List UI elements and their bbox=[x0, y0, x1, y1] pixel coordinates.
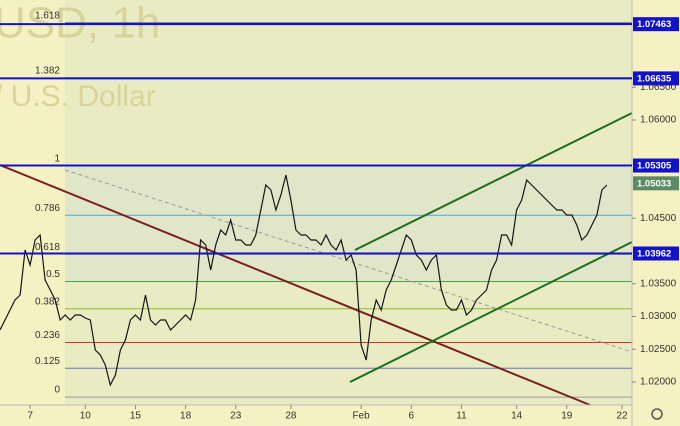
fib-label: 0.236 bbox=[35, 330, 60, 341]
channel-lower bbox=[349, 241, 633, 383]
y-tick-label: 1.03000 bbox=[640, 311, 677, 322]
fib-label: 1 bbox=[54, 153, 60, 164]
channel-upper bbox=[354, 112, 633, 251]
level-box bbox=[633, 158, 679, 173]
y-tick-label: 1.06000 bbox=[640, 115, 677, 126]
x-tick-label: 23 bbox=[230, 411, 242, 422]
settings-icon[interactable] bbox=[651, 408, 663, 420]
price-line bbox=[0, 174, 608, 387]
x-tick-label: 14 bbox=[511, 411, 523, 422]
fib-label: 1.382 bbox=[35, 65, 60, 76]
fib-label: 0.382 bbox=[35, 296, 60, 307]
current-price-label: 1.05033 bbox=[637, 178, 671, 189]
fib-label: 0.5 bbox=[46, 269, 60, 280]
fib-label: 0.125 bbox=[35, 356, 60, 367]
y-tick-label: 1.06500 bbox=[640, 82, 677, 93]
current-price-box bbox=[633, 176, 679, 191]
fib-label: 0.786 bbox=[35, 203, 60, 214]
level-label: 1.07463 bbox=[637, 19, 671, 30]
y-tick-label: 1.02500 bbox=[640, 344, 677, 355]
x-tick-label: 19 bbox=[561, 411, 573, 422]
y-tick-label: 1.04500 bbox=[640, 213, 677, 224]
trendline bbox=[0, 164, 591, 406]
y-tick-label: 1.02000 bbox=[640, 377, 677, 388]
level-box bbox=[633, 17, 679, 32]
fib-label: 1.618 bbox=[35, 11, 60, 22]
fib-zone bbox=[65, 166, 632, 283]
x-tick-label: 22 bbox=[616, 411, 628, 422]
x-tick-label: 6 bbox=[409, 411, 415, 422]
watermark-description: / U.S. Dollar bbox=[0, 80, 156, 113]
x-tick-label: Feb bbox=[353, 411, 371, 422]
level-label: 1.05305 bbox=[637, 161, 672, 172]
y-tick-label: 1.03500 bbox=[640, 278, 677, 289]
level-label: 1.03962 bbox=[637, 249, 671, 260]
dashed-trendline bbox=[64, 169, 633, 353]
x-tick-label: 11 bbox=[456, 411, 467, 422]
x-tick-label: 28 bbox=[285, 411, 297, 422]
level-box bbox=[633, 246, 679, 261]
level-box bbox=[633, 71, 679, 86]
x-tick-label: 18 bbox=[180, 411, 192, 422]
x-tick-label: 10 bbox=[80, 411, 92, 422]
x-tick-label: 15 bbox=[130, 411, 142, 422]
x-tick-label: 7 bbox=[27, 411, 33, 422]
level-label: 1.06635 bbox=[637, 73, 672, 84]
fib-label: 0 bbox=[54, 385, 60, 396]
fib-label: 0.618 bbox=[35, 242, 60, 253]
